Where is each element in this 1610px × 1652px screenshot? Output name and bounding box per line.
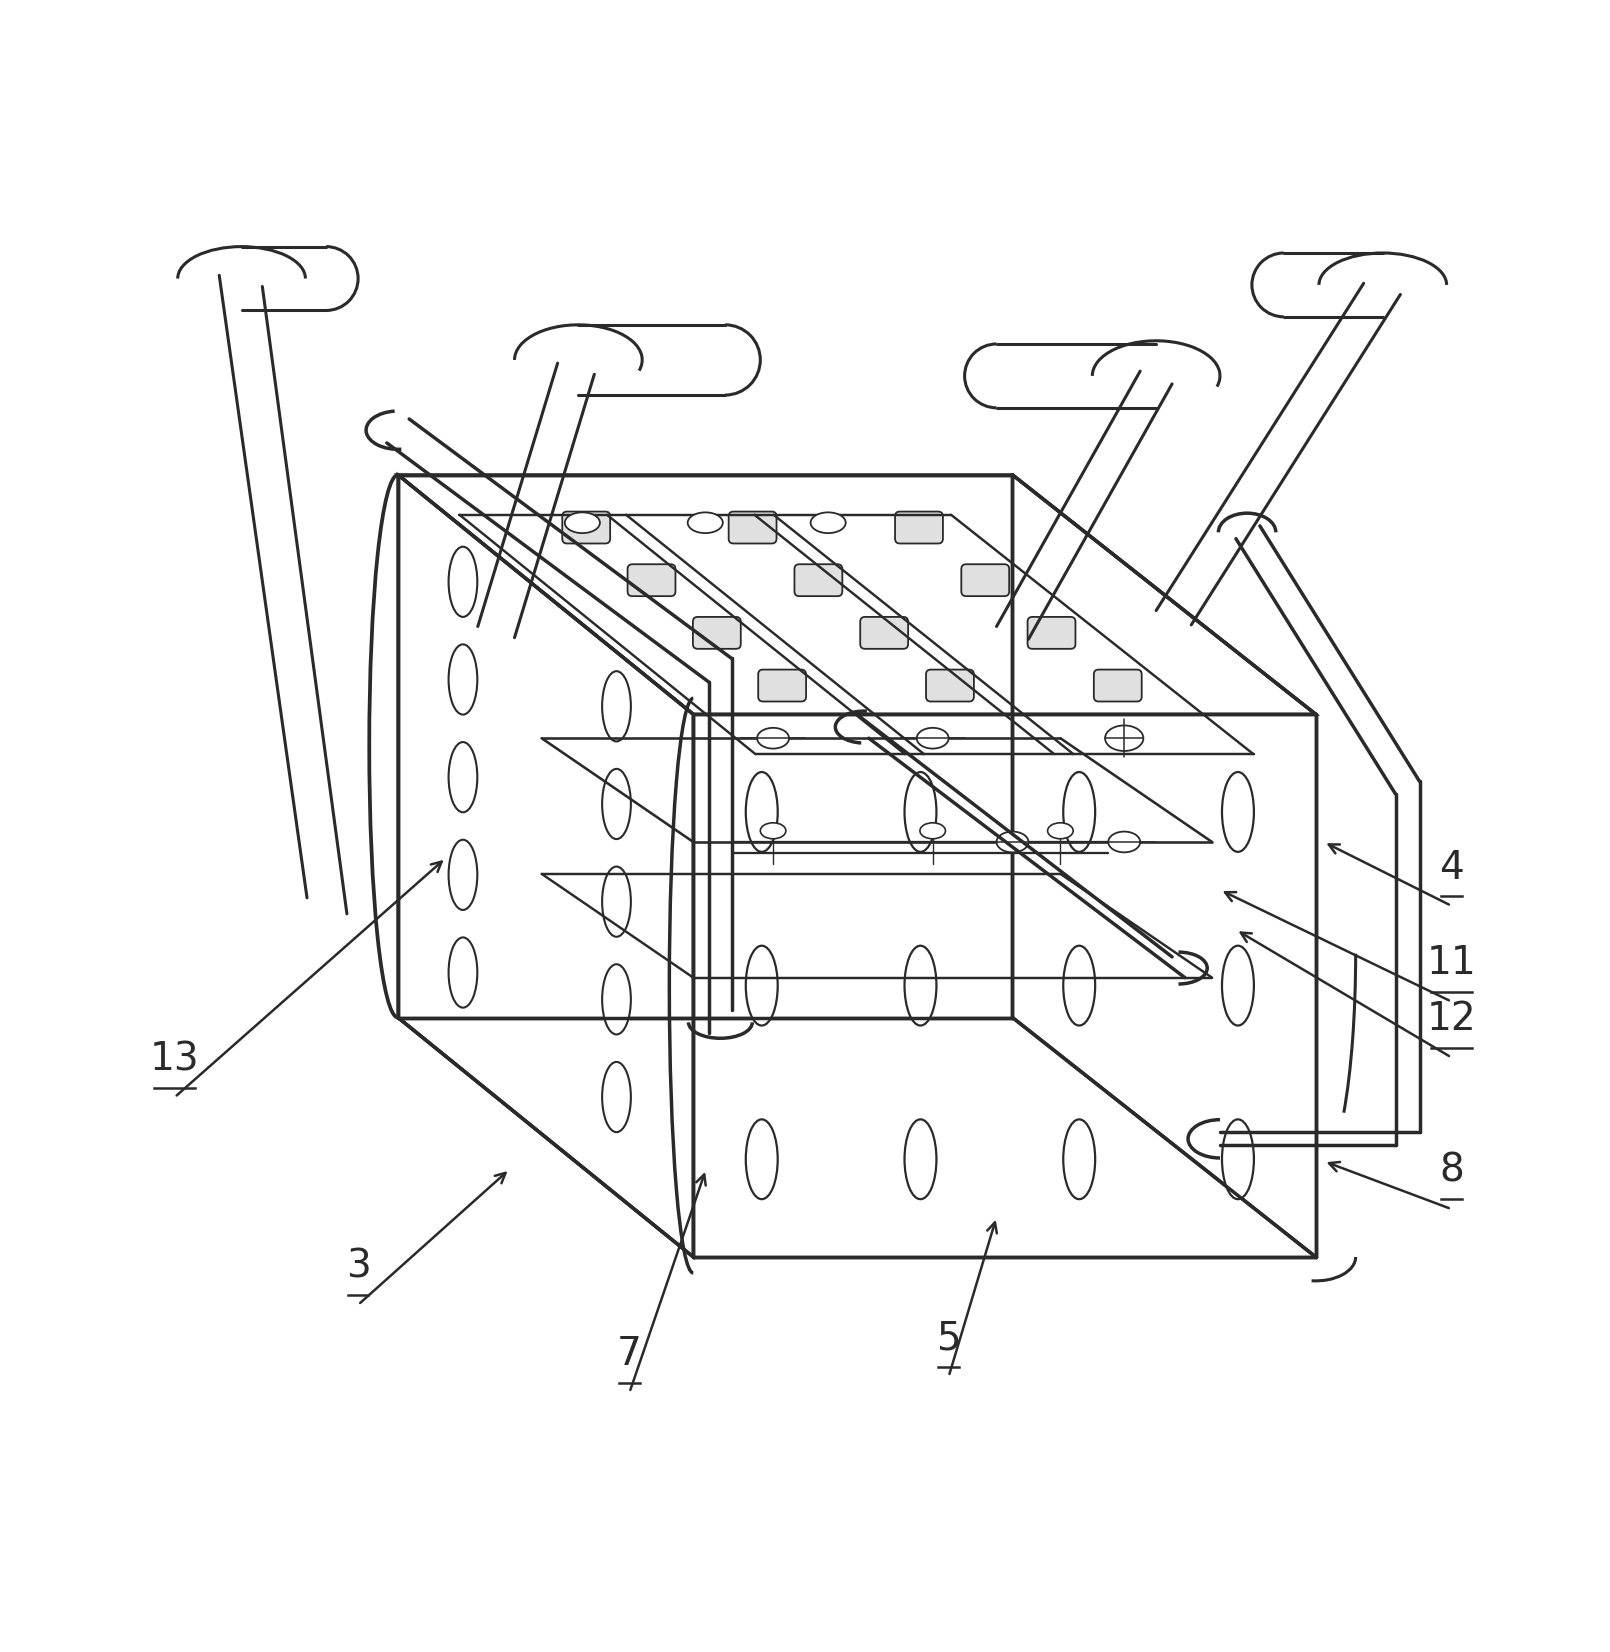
Ellipse shape (997, 831, 1029, 852)
Text: 3: 3 (346, 1247, 370, 1285)
Ellipse shape (1222, 1120, 1254, 1199)
Ellipse shape (757, 729, 789, 748)
Polygon shape (398, 474, 694, 1257)
Ellipse shape (602, 671, 631, 742)
Ellipse shape (687, 512, 723, 534)
FancyBboxPatch shape (895, 512, 943, 544)
Ellipse shape (449, 742, 477, 813)
FancyBboxPatch shape (628, 565, 676, 596)
Polygon shape (694, 714, 1315, 1257)
FancyBboxPatch shape (794, 565, 842, 596)
Ellipse shape (745, 945, 778, 1026)
Ellipse shape (449, 644, 477, 715)
Ellipse shape (1048, 823, 1074, 839)
Text: 4: 4 (1439, 849, 1463, 887)
Ellipse shape (449, 937, 477, 1008)
Text: 8: 8 (1439, 1151, 1463, 1189)
Ellipse shape (745, 1120, 778, 1199)
Ellipse shape (916, 729, 948, 748)
Ellipse shape (1063, 945, 1095, 1026)
Ellipse shape (1108, 831, 1140, 852)
FancyBboxPatch shape (562, 512, 610, 544)
Ellipse shape (810, 512, 845, 534)
Polygon shape (398, 474, 1315, 714)
Ellipse shape (905, 771, 937, 852)
FancyBboxPatch shape (926, 669, 974, 702)
Text: 7: 7 (617, 1335, 642, 1373)
Ellipse shape (905, 945, 937, 1026)
FancyBboxPatch shape (961, 565, 1009, 596)
Ellipse shape (760, 823, 786, 839)
FancyBboxPatch shape (860, 616, 908, 649)
Ellipse shape (565, 512, 601, 534)
Ellipse shape (1222, 945, 1254, 1026)
Ellipse shape (449, 547, 477, 616)
Ellipse shape (449, 839, 477, 910)
Ellipse shape (1222, 771, 1254, 852)
Ellipse shape (602, 1062, 631, 1132)
FancyBboxPatch shape (729, 512, 776, 544)
Text: 12: 12 (1426, 999, 1476, 1039)
FancyBboxPatch shape (692, 616, 741, 649)
FancyBboxPatch shape (758, 669, 807, 702)
Ellipse shape (1063, 1120, 1095, 1199)
Text: 5: 5 (937, 1320, 961, 1358)
Ellipse shape (919, 823, 945, 839)
Text: 13: 13 (150, 1041, 200, 1079)
Text: 11: 11 (1426, 945, 1476, 983)
FancyBboxPatch shape (1093, 669, 1141, 702)
Ellipse shape (602, 965, 631, 1034)
Ellipse shape (602, 768, 631, 839)
Ellipse shape (1063, 771, 1095, 852)
FancyBboxPatch shape (1027, 616, 1075, 649)
Ellipse shape (905, 1120, 937, 1199)
Ellipse shape (745, 771, 778, 852)
Ellipse shape (602, 867, 631, 937)
